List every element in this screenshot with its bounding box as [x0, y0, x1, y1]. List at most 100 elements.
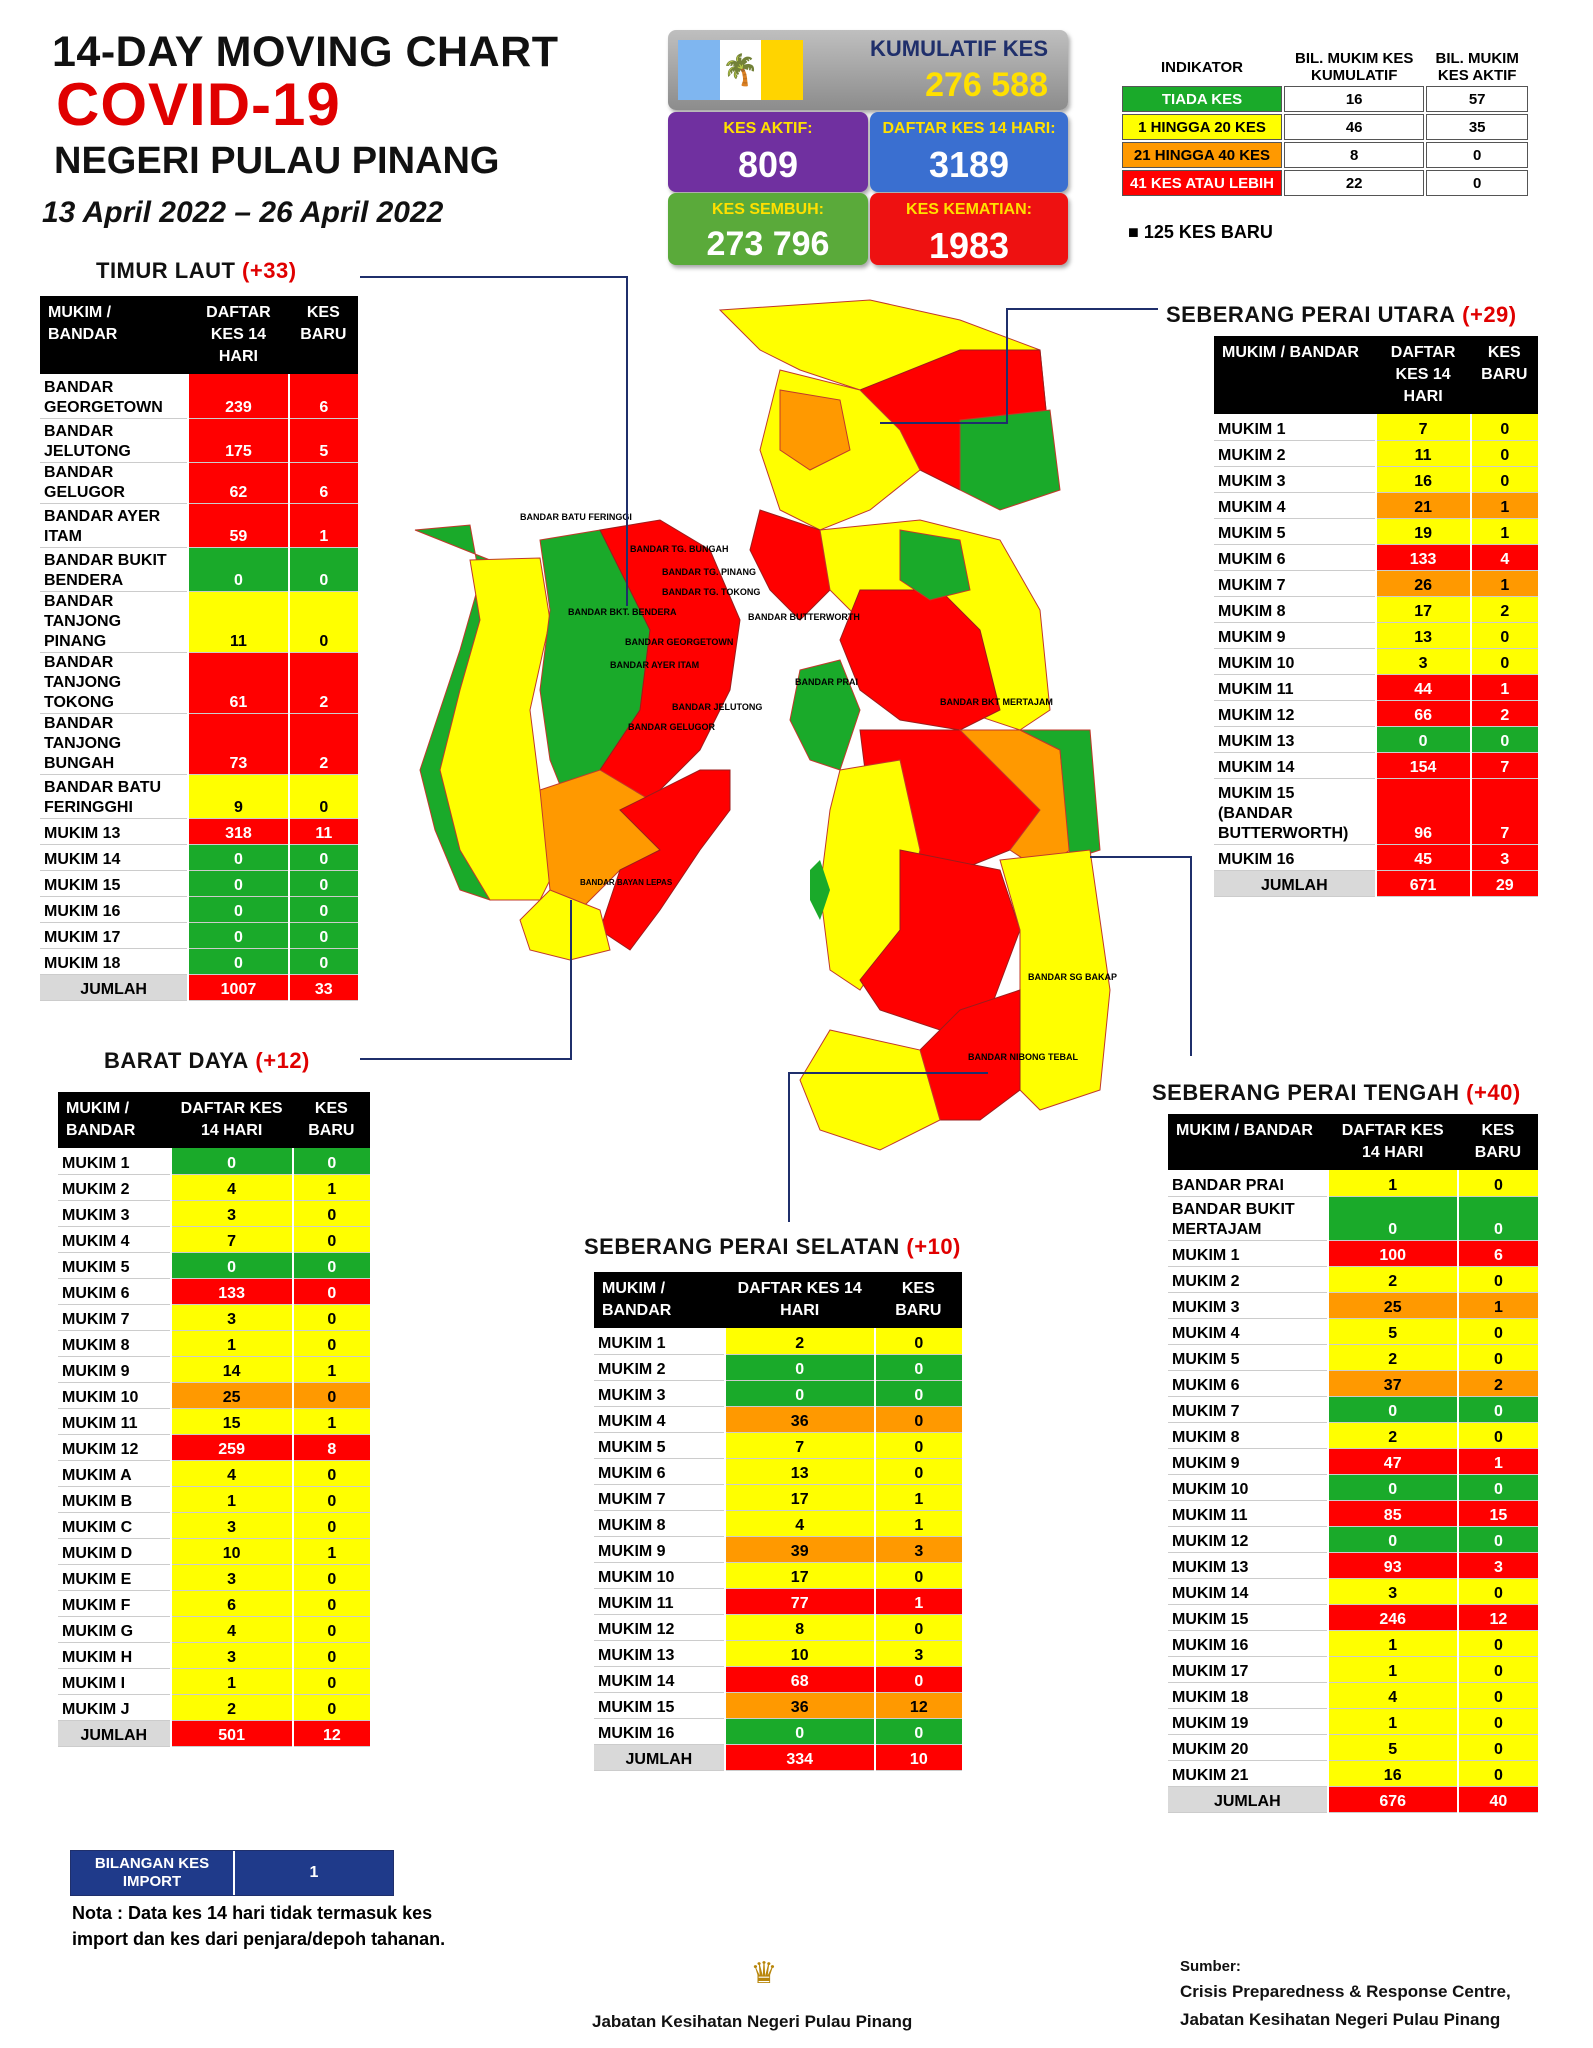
row-name: MUKIM 3: [1168, 1292, 1328, 1319]
table-row: MUKIM 6 13 0: [594, 1458, 962, 1485]
chart-title-state: NEGERI PULAU PINANG: [54, 140, 500, 182]
row-daftar-value: 318: [187, 818, 289, 845]
total-label: JUMLAH: [58, 1720, 171, 1747]
row-baru-value: 0: [1456, 1196, 1538, 1241]
total-row: JUMLAH 501 12: [58, 1720, 370, 1747]
row-baru-value: 0: [873, 1328, 962, 1355]
row-name: MUKIM 9: [58, 1356, 171, 1383]
row-daftar-value: 17: [723, 1562, 875, 1589]
row-baru-value: 0: [291, 1148, 370, 1175]
row-name: MUKIM 3: [594, 1380, 725, 1407]
table-row: MUKIM 4 21 1: [1214, 492, 1538, 519]
table-header-mukim: MUKIM / BANDAR: [1168, 1114, 1328, 1170]
row-daftar-value: 6: [169, 1590, 293, 1617]
row-name: MUKIM J: [58, 1694, 171, 1721]
row-baru-value: 0: [873, 1354, 962, 1381]
table-row: MUKIM 15 246 12: [1168, 1604, 1538, 1631]
table-header-daftar: DAFTAR KES 14 HARI: [170, 1092, 293, 1148]
row-baru-value: 0: [291, 1642, 370, 1669]
row-daftar-value: 4: [169, 1174, 293, 1201]
row-name: MUKIM 13: [594, 1640, 725, 1667]
row-name: MUKIM 1: [1168, 1240, 1328, 1267]
total-label: JUMLAH: [1214, 870, 1376, 897]
timur-laut-title: TIMUR LAUT (+33): [96, 258, 297, 283]
note-text: Nota : Data kes 14 hari tidak termasuk k…: [72, 1903, 446, 1949]
row-daftar-value: 4: [723, 1510, 875, 1537]
row-baru-value: 0: [291, 1330, 370, 1357]
row-daftar-value: 2: [1326, 1266, 1458, 1293]
row-name: MUKIM 18: [40, 948, 189, 975]
table-row: MUKIM 5 19 1: [1214, 518, 1538, 545]
total-daftar: 676: [1326, 1786, 1458, 1813]
map-label-sg-bakap: BANDAR SG BAKAP: [1028, 972, 1117, 982]
row-daftar-value: 0: [187, 922, 289, 949]
row-daftar-value: 59: [187, 503, 289, 548]
row-name: MUKIM 5: [594, 1432, 725, 1459]
table-row: MUKIM 11 15 1: [58, 1408, 370, 1435]
row-daftar-value: 21: [1374, 492, 1471, 519]
row-daftar-value: 0: [187, 896, 289, 923]
row-name: MUKIM 6: [1214, 544, 1376, 571]
indicator-label: 41 KES ATAU LEBIH: [1122, 170, 1282, 196]
row-name: MUKIM 21: [1168, 1760, 1328, 1787]
row-name: MUKIM 12: [594, 1614, 725, 1641]
table-header-daftar: DAFTAR KES 14 HARI: [1327, 1114, 1458, 1170]
table-row: MUKIM 4 36 0: [594, 1406, 962, 1433]
row-baru-value: 0: [873, 1458, 962, 1485]
table-row: MUKIM 10 25 0: [58, 1382, 370, 1409]
row-daftar-value: 3: [169, 1564, 293, 1591]
row-baru-value: 2: [287, 713, 358, 775]
row-name: MUKIM E: [58, 1564, 171, 1591]
row-name: BANDAR TANJONG BUNGAH: [40, 713, 189, 775]
table-row: BANDAR JELUTONG 175 5: [40, 418, 358, 463]
row-daftar-value: 1: [1326, 1708, 1458, 1735]
row-baru-value: 0: [1456, 1318, 1538, 1345]
row-daftar-value: 17: [723, 1484, 875, 1511]
row-daftar-value: 3: [169, 1200, 293, 1227]
row-baru-value: 3: [1469, 844, 1538, 871]
row-name: MUKIM 15: [594, 1692, 725, 1719]
table-row: MUKIM 13 10 3: [594, 1640, 962, 1667]
row-daftar-value: 39: [723, 1536, 875, 1563]
row-name: MUKIM 10: [1214, 648, 1376, 675]
table-row: MUKIM 15 36 12: [594, 1692, 962, 1719]
penang-map: BANDAR BATU FERINGGI BANDAR TG. BUNGAH B…: [414, 299, 1117, 1151]
table-header-baru: KES BARU: [1457, 1114, 1538, 1170]
row-daftar-value: 1: [1326, 1630, 1458, 1657]
table-row: BANDAR BUKIT MERTAJAM 0 0: [1168, 1196, 1538, 1241]
row-baru-value: 0: [287, 870, 358, 897]
row-name: BANDAR AYER ITAM: [40, 503, 189, 548]
row-daftar-value: 44: [1374, 674, 1471, 701]
row-daftar-value: 61: [187, 652, 289, 714]
table-row: MUKIM 9 47 1: [1168, 1448, 1538, 1475]
row-name: MUKIM 10: [58, 1382, 171, 1409]
row-name: MUKIM 11: [1168, 1500, 1328, 1527]
row-baru-value: 0: [873, 1614, 962, 1641]
seberang-perai-map: [718, 299, 1111, 1151]
connector-spu-h2: [880, 422, 1008, 424]
table-row: MUKIM 7 17 1: [594, 1484, 962, 1511]
row-baru-value: 7: [1469, 752, 1538, 779]
indicator-label: TIADA KES: [1122, 86, 1282, 112]
row-baru-value: 0: [1456, 1682, 1538, 1709]
table-row: MUKIM 7 26 1: [1214, 570, 1538, 597]
row-daftar-value: 0: [187, 948, 289, 975]
total-baru: 29: [1469, 870, 1538, 897]
list14-value: 3189: [928, 144, 1010, 185]
row-baru-value: 0: [287, 922, 358, 949]
table-row: MUKIM 16 0 0: [594, 1718, 962, 1745]
cumulative-card: 🌴 KUMULATIF KES 276 588: [668, 30, 1068, 110]
barat-daya-title: BARAT DAYA (+12): [104, 1048, 310, 1073]
row-name: MUKIM F: [58, 1590, 171, 1617]
row-baru-value: 8: [291, 1434, 370, 1461]
import-label: BILANGAN KES IMPORT: [71, 1851, 233, 1895]
row-name: MUKIM 14: [1214, 752, 1376, 779]
row-daftar-value: 66: [1374, 700, 1471, 727]
